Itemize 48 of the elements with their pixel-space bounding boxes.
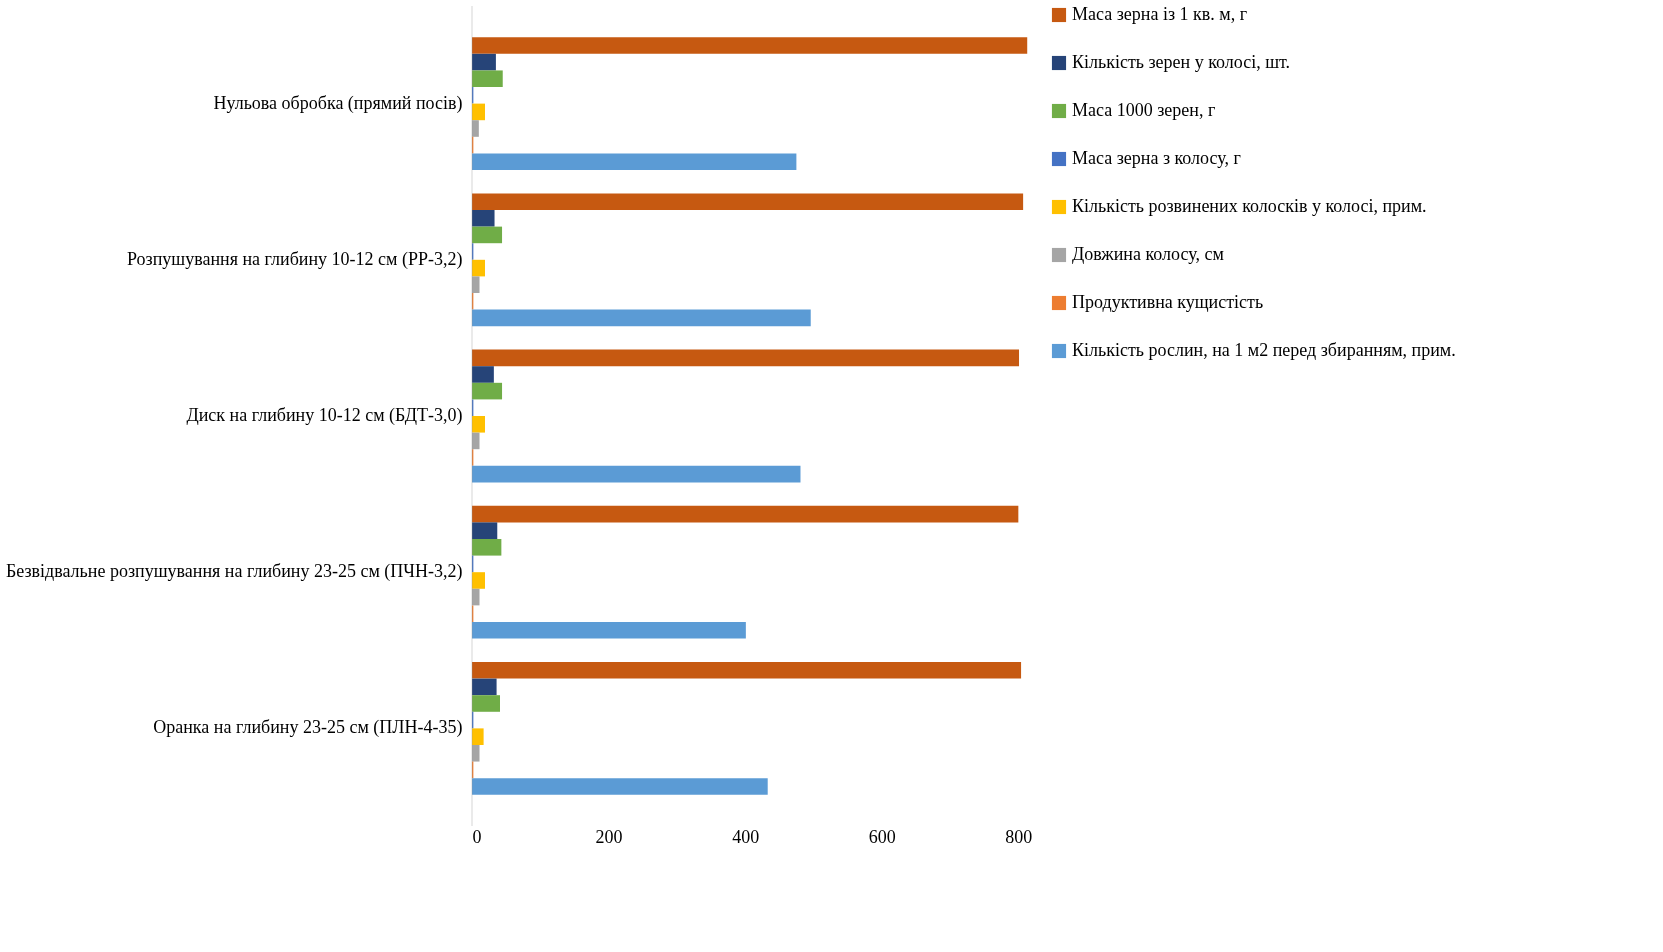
legend-label: Продуктивна кущистість [1072, 292, 1264, 312]
bar [472, 349, 1020, 367]
bar [472, 778, 768, 795]
bar [472, 505, 1019, 523]
legend-label: Маса зерна із 1 кв. м, г [1072, 4, 1248, 24]
bar [472, 465, 801, 483]
legend-label: Маса зерна з колосу, г [1072, 148, 1241, 168]
legend-label: Довжина колосу, см [1072, 244, 1224, 264]
bar [472, 70, 503, 88]
y-tick-label: Безвідвальне розпушування на глибину 23-25 см (ПЧН-3,2) [5, 561, 463, 583]
bar [472, 662, 1022, 679]
bar [472, 621, 746, 639]
bar [472, 572, 485, 589]
bar [472, 103, 485, 121]
bar [472, 276, 480, 293]
legend-label: Кількість розвинених колосків у колосі, прим. [1072, 196, 1427, 216]
bar [472, 37, 1028, 54]
bar [472, 744, 480, 762]
bar [472, 259, 485, 277]
bar [472, 695, 500, 712]
bar [472, 309, 811, 327]
x-tick-label: 200 [595, 826, 623, 847]
y-tick-label: Оранка на глибину 23-25 см (ПЛН-4-35) [153, 717, 463, 739]
bar [472, 432, 480, 450]
bar [472, 210, 495, 227]
bar [472, 728, 484, 745]
bar [472, 678, 497, 696]
bar [472, 588, 480, 606]
legend-label: Кількість зерен у колосі, шт. [1072, 52, 1291, 72]
x-tick-label: 600 [868, 826, 896, 847]
bar [472, 522, 498, 539]
legend-label: Маса 1000 зерен, г [1072, 100, 1216, 120]
x-tick-label: 400 [732, 826, 760, 847]
y-tick-label: Диск на глибину 10-12 см (БДТ-3,0) [186, 405, 463, 426]
bar [472, 366, 494, 383]
bar [472, 226, 503, 244]
bar [472, 539, 502, 556]
bar [472, 193, 1024, 211]
y-tick-label: Розпушування на глибину 10-12 см (РР-3,2) [127, 248, 463, 270]
bar [472, 120, 479, 137]
y-tick-label: Нульова обробка (прямий посів) [213, 92, 463, 114]
bar [472, 53, 496, 71]
bar [472, 416, 485, 433]
x-tick-label: 800 [1005, 826, 1033, 847]
x-tick-label: 0 [472, 826, 482, 847]
bar [472, 153, 797, 170]
bar [472, 382, 503, 400]
legend-label: Кількість рослин, на 1 м2 перед збиранням, прим. [1072, 340, 1456, 360]
